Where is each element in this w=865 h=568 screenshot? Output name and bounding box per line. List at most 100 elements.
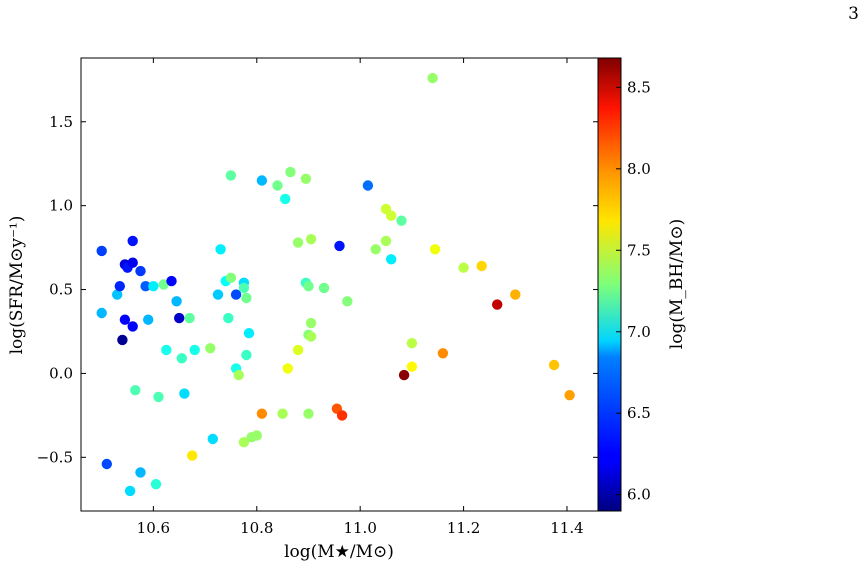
x-tick-label: 10.8 bbox=[240, 519, 273, 537]
data-point bbox=[135, 467, 146, 478]
data-point bbox=[277, 408, 288, 419]
data-point bbox=[215, 244, 226, 255]
y-tick-label: 0.5 bbox=[49, 281, 73, 299]
data-point bbox=[119, 314, 131, 325]
data-point bbox=[241, 292, 252, 304]
data-point bbox=[305, 317, 317, 329]
data-point bbox=[305, 234, 317, 245]
data-point bbox=[380, 235, 392, 247]
data-point bbox=[225, 170, 237, 181]
data-point bbox=[458, 262, 469, 273]
data-point bbox=[174, 312, 185, 324]
data-point bbox=[130, 385, 141, 396]
data-point bbox=[158, 279, 169, 290]
colorbar-label: log(M_BH/M⊙) bbox=[667, 219, 687, 349]
data-point bbox=[386, 254, 397, 265]
colorbar-tick-label: 6.5 bbox=[627, 404, 651, 422]
data-point bbox=[140, 281, 151, 292]
x-tick-label: 11.0 bbox=[343, 519, 376, 537]
data-point bbox=[241, 349, 252, 361]
data-point bbox=[124, 485, 136, 497]
colorbar-tick-label: 8.5 bbox=[627, 78, 651, 96]
data-point bbox=[171, 296, 182, 307]
data-point bbox=[282, 363, 293, 374]
data-point bbox=[272, 180, 283, 191]
data-point bbox=[205, 343, 216, 354]
data-point bbox=[153, 391, 164, 403]
data-point bbox=[166, 275, 177, 287]
y-axis: −0.5 0.0 0.5 1.0 1.5 bbox=[37, 113, 598, 466]
data-point bbox=[238, 437, 250, 448]
data-point bbox=[114, 281, 126, 292]
data-point bbox=[336, 410, 348, 421]
data-point bbox=[492, 299, 503, 310]
data-point bbox=[406, 361, 418, 372]
data-point bbox=[187, 450, 198, 461]
y-tick-label: −0.5 bbox=[37, 448, 73, 466]
data-point bbox=[127, 321, 138, 332]
data-point bbox=[429, 244, 441, 255]
colorbar bbox=[597, 57, 622, 512]
data-point bbox=[292, 237, 304, 248]
data-point bbox=[548, 359, 560, 371]
data-point bbox=[96, 245, 107, 257]
colorbar-tick-label: 7.5 bbox=[627, 241, 651, 259]
data-point bbox=[230, 289, 242, 300]
data-point bbox=[225, 272, 237, 283]
data-point bbox=[564, 390, 575, 401]
data-point bbox=[127, 235, 138, 247]
y-tick-label: 0.0 bbox=[49, 364, 73, 382]
data-point bbox=[370, 244, 381, 255]
data-point bbox=[256, 175, 268, 186]
data-point bbox=[96, 307, 107, 319]
y-tick-label: 1.0 bbox=[49, 197, 73, 215]
data-point bbox=[112, 289, 123, 300]
data-point bbox=[127, 257, 138, 268]
colorbar-axis: 6.0 6.5 7.0 7.5 8.0 8.5 bbox=[616, 78, 651, 504]
data-point bbox=[184, 312, 195, 324]
data-point bbox=[476, 260, 487, 272]
data-point bbox=[223, 312, 234, 324]
data-point bbox=[148, 281, 159, 292]
data-point bbox=[150, 479, 162, 490]
data-point bbox=[334, 240, 345, 252]
y-axis-label: log(SFR/M⊙y⁻¹) bbox=[7, 216, 27, 355]
data-point bbox=[305, 331, 317, 342]
data-point bbox=[285, 166, 296, 178]
y-tick-label: 1.5 bbox=[49, 113, 73, 131]
data-point bbox=[256, 408, 268, 419]
data-point bbox=[396, 215, 407, 226]
data-point bbox=[437, 348, 449, 359]
x-tick-label: 10.6 bbox=[137, 519, 170, 537]
data-point bbox=[386, 210, 397, 221]
data-point bbox=[280, 193, 291, 205]
data-point bbox=[189, 344, 200, 356]
data-point bbox=[251, 430, 262, 441]
data-point bbox=[342, 296, 353, 307]
data-point bbox=[362, 180, 374, 191]
data-point bbox=[179, 388, 190, 399]
colorbar-tick-label: 8.0 bbox=[627, 160, 651, 178]
x-tick-label: 11.4 bbox=[550, 519, 583, 537]
data-point bbox=[406, 338, 418, 349]
data-point bbox=[318, 282, 330, 294]
data-point bbox=[101, 458, 113, 470]
data-point bbox=[212, 289, 224, 300]
data-point bbox=[176, 353, 187, 364]
page-number: 3 bbox=[848, 4, 859, 24]
data-point bbox=[303, 408, 314, 419]
data-point bbox=[300, 173, 312, 184]
data-point bbox=[398, 369, 410, 381]
colorbar-tick-label: 7.0 bbox=[627, 323, 651, 341]
data-point bbox=[243, 328, 255, 339]
data-point bbox=[207, 433, 218, 445]
data-point bbox=[135, 265, 146, 277]
data-point bbox=[117, 334, 128, 346]
x-axis-label: log(M★/M⊙) bbox=[284, 542, 394, 562]
data-point bbox=[161, 344, 172, 356]
data-point bbox=[427, 72, 438, 84]
data-point bbox=[292, 344, 304, 356]
data-point bbox=[233, 369, 244, 381]
data-point bbox=[510, 289, 521, 300]
